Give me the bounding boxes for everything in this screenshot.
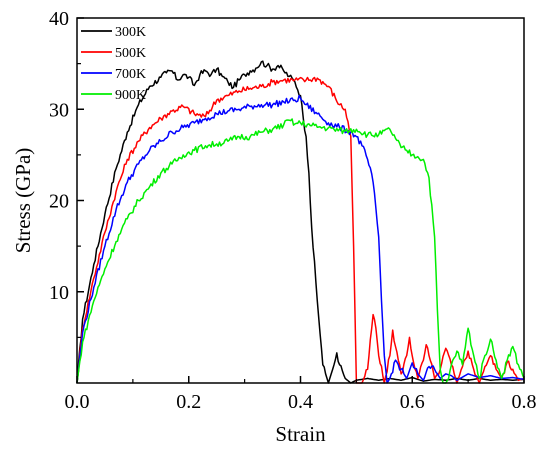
series-line-700K [76, 94, 525, 384]
legend-label-700K: 700K [115, 67, 146, 82]
series-lines [76, 60, 525, 384]
x-tick-label: 0.6 [400, 391, 425, 413]
y-tick-label: 30 [49, 99, 69, 121]
series-line-500K [76, 76, 525, 384]
legend-label-500K: 500K [115, 46, 146, 61]
legend: 300K 500K 700K 900K [81, 25, 146, 103]
y-tick-label: 20 [49, 191, 69, 213]
y-axis-label: Stress (GPa) [11, 148, 35, 254]
y-tick-label: 40 [49, 8, 69, 30]
series-line-900K [76, 118, 525, 384]
x-tick-label: 0.8 [512, 391, 537, 413]
legend-label-300K: 300K [115, 25, 146, 40]
x-axis-label: Strain [275, 422, 326, 446]
x-tick-label: 0.0 [65, 391, 90, 413]
series-line-300K [76, 60, 525, 384]
legend-label-900K: 900K [115, 88, 146, 103]
x-tick-label: 0.4 [288, 391, 313, 413]
axis-ticks: 0.0 0.2 0.4 0.6 0.8 10 20 30 40 [49, 8, 537, 413]
x-tick-label: 0.2 [176, 391, 201, 413]
y-tick-label: 10 [49, 282, 69, 304]
